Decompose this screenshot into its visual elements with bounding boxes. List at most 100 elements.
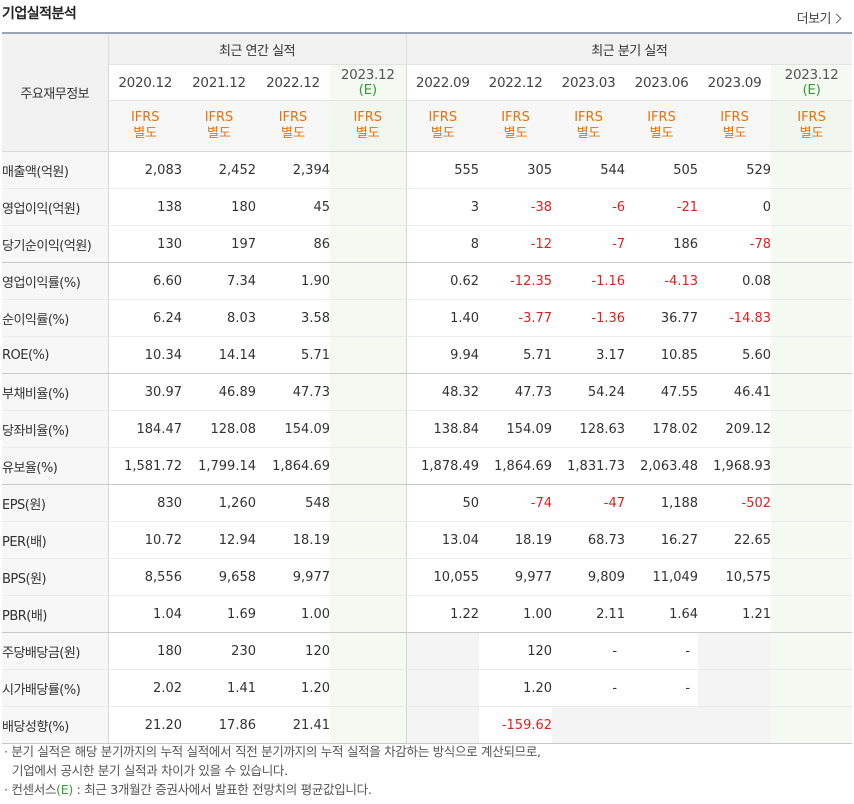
footnote-1: · 분기 실적은 해당 분기까지의 누적 실적에서 직전 분기까지의 누적 실적…: [4, 744, 541, 759]
quarter-value-cell: 46.41: [698, 373, 772, 411]
quarter-estimate-cell: [771, 558, 853, 596]
ifrs-line1: IFRS: [204, 110, 234, 125]
quarter-value-cell: 18.19: [479, 521, 553, 559]
row-label: 순이익률(%): [2, 299, 108, 337]
table-row: 당기순이익(억원) 130 197 86 8 -12 -7 186 -78: [2, 225, 853, 263]
ifrs-label: IFRS 별도: [552, 100, 626, 152]
quarter-value-cell: 47.73: [479, 373, 553, 411]
ifrs-line2: 별도: [281, 126, 305, 141]
period-header: 2020.12: [107, 64, 182, 101]
quarter-value-cell: 8: [405, 225, 480, 263]
table-row: 영업이익률(%) 6.60 7.34 1.90 0.62 -12.35 -1.16 -4.13…: [2, 262, 853, 300]
quarter-estimate-cell: [771, 410, 853, 448]
annual-estimate-cell: [330, 336, 407, 374]
quarter-estimate-cell: [771, 706, 853, 744]
row-label: 부채비율(%): [2, 373, 108, 411]
estimate-period: 2023.12: [340, 66, 395, 83]
quarter-value-cell: -3.77: [479, 299, 553, 337]
quarter-value-cell: 1.40: [405, 299, 480, 337]
quarter-value-cell: [552, 706, 626, 744]
annual-value-cell: 17.86: [182, 706, 256, 744]
quarter-value-cell: 10.85: [625, 336, 699, 374]
row-label: BPS(원): [2, 558, 108, 596]
quarter-value-cell: -78: [698, 225, 772, 263]
quarter-value-cell: 505: [625, 151, 699, 189]
annual-value-cell: 9,658: [182, 558, 256, 596]
quarter-estimate-cell: [771, 373, 853, 411]
quarter-estimate-cell: [771, 669, 853, 707]
annual-value-cell: 2,452: [182, 151, 256, 189]
row-label: 배당성향(%): [2, 706, 108, 744]
ifrs-line2: 별도: [799, 126, 824, 141]
financial-table: 주요재무정보 최근 연간 실적 최근 분기 실적 2020.12 2021.12 2…: [2, 32, 853, 744]
annual-estimate-cell: [330, 299, 407, 337]
quarter-value-cell: [625, 706, 699, 744]
table-row: 영업이익(억원) 138 180 45 3 -38 -6 -21 0: [2, 188, 853, 226]
quarter-estimate-cell: [771, 632, 853, 670]
annual-value-cell: 10.34: [107, 336, 182, 374]
quarter-value-cell: 1.20: [479, 669, 553, 707]
estimate-mark: (E): [802, 81, 821, 98]
row-label: 시가배당률(%): [2, 669, 108, 707]
quarter-value-cell: 9,809: [552, 558, 626, 596]
annual-value-cell: 30.97: [107, 373, 182, 411]
quarter-value-cell: 1.21: [698, 595, 772, 633]
ifrs-line1: IFRS: [130, 110, 160, 125]
row-label: 영업이익(억원): [2, 188, 108, 226]
annual-estimate-cell: [330, 188, 407, 226]
table-row: 배당성향(%) 21.20 17.86 21.41 -159.62: [2, 706, 853, 744]
annual-value-cell: 8,556: [107, 558, 182, 596]
quarter-value-cell: 0.08: [698, 262, 772, 300]
row-label: 주당배당금(원): [2, 632, 108, 670]
period-header: 2022.09: [405, 64, 480, 101]
quarter-value-cell: 1.00: [479, 595, 553, 633]
quarter-estimate-cell: [771, 151, 853, 189]
ifrs-label: IFRS 별도: [698, 100, 772, 152]
ifrs-line2: 별도: [722, 126, 747, 141]
annual-value-cell: 1,260: [182, 484, 256, 522]
quarter-group-header: 최근 분기 실적: [405, 33, 853, 65]
quarter-value-cell: [698, 706, 772, 744]
quarter-value-cell: 9,977: [479, 558, 553, 596]
period-header: 2023.03: [552, 64, 626, 101]
quarter-value-cell: 68.73: [552, 521, 626, 559]
quarter-value-cell: 1.64: [625, 595, 699, 633]
quarter-value-cell: 0: [698, 188, 772, 226]
ifrs-line2: 별도: [649, 126, 674, 141]
annual-estimate-cell: [330, 447, 407, 485]
annual-value-cell: 1.69: [182, 595, 256, 633]
period-header: 2022.12: [479, 64, 553, 101]
row-label: 당좌비율(%): [2, 410, 108, 448]
annual-value-cell: 5.71: [256, 336, 330, 374]
chevron-right-icon: [831, 13, 842, 24]
table-row: EPS(원) 830 1,260 548 50 -74 -47 1,188 -502: [2, 484, 853, 522]
ifrs-line1: IFRS: [574, 110, 603, 125]
row-label: 유보율(%): [2, 447, 108, 485]
quarter-value-cell: -: [552, 669, 626, 707]
period-header: 2022.12: [256, 64, 330, 101]
annual-estimate-cell: [330, 373, 407, 411]
ifrs-line1: IFRS: [428, 110, 458, 125]
annual-estimate-cell: [330, 558, 407, 596]
quarter-value-cell: [698, 632, 772, 670]
annual-value-cell: 18.19: [256, 521, 330, 559]
annual-value-cell: 47.73: [256, 373, 330, 411]
ifrs-line1: IFRS: [501, 110, 530, 125]
row-label: PER(배): [2, 521, 108, 559]
annual-value-cell: 2,083: [107, 151, 182, 189]
annual-value-cell: 2.02: [107, 669, 182, 707]
ifrs-line2: 별도: [355, 126, 380, 141]
quarter-value-cell: -1.36: [552, 299, 626, 337]
quarter-value-cell: 305: [479, 151, 553, 189]
quarter-value-cell: [405, 706, 480, 744]
more-link[interactable]: 더보기: [797, 8, 842, 27]
annual-value-cell: 9,977: [256, 558, 330, 596]
quarter-value-cell: 47.55: [625, 373, 699, 411]
quarter-estimate-cell: [771, 299, 853, 337]
quarter-estimate-cell: [771, 521, 853, 559]
quarter-value-cell: 1,968.93: [698, 447, 772, 485]
quarter-estimate-cell: [771, 225, 853, 263]
quarter-value-cell: 128.63: [552, 410, 626, 448]
quarter-value-cell: 2,063.48: [625, 447, 699, 485]
quarter-value-cell: 1,831.73: [552, 447, 626, 485]
